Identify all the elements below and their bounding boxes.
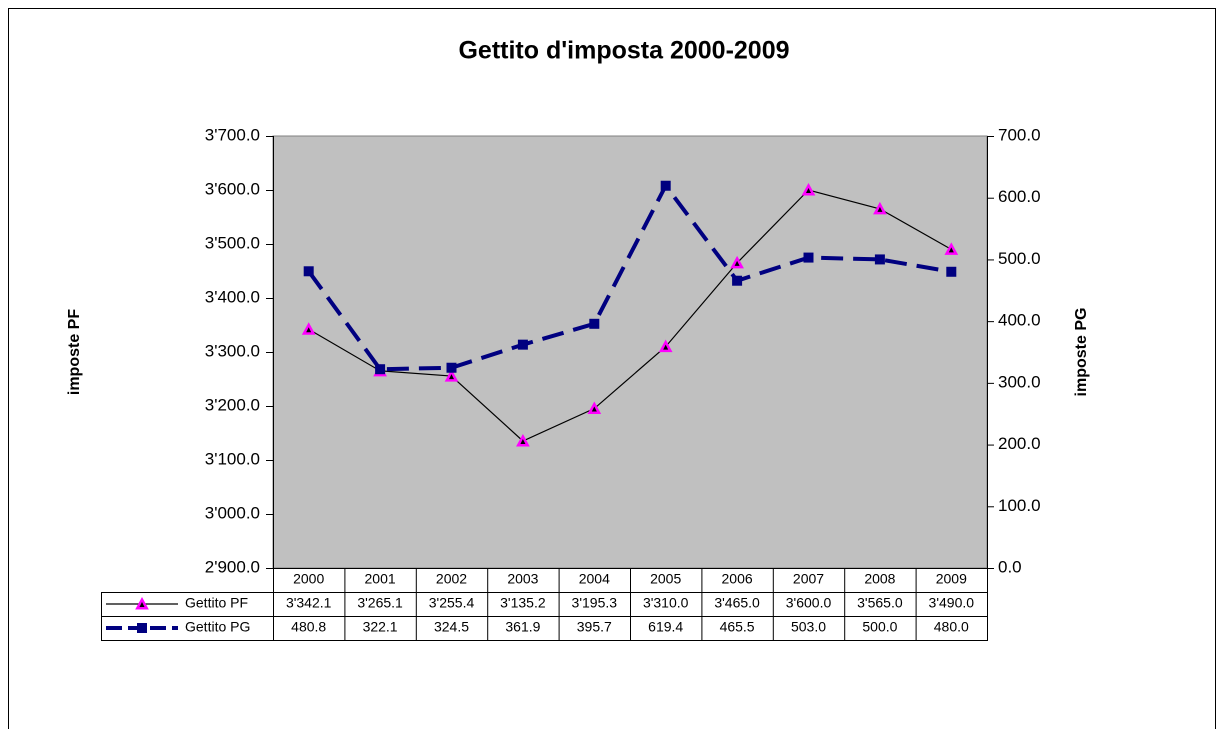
marker-center	[663, 344, 669, 350]
point-marker	[303, 266, 314, 277]
chart-title: Gettito d'imposta 2000-2009	[458, 37, 789, 65]
point-marker	[874, 254, 885, 265]
point-marker	[732, 275, 743, 286]
point-marker	[137, 623, 147, 633]
y-tick-label: 2'900.0	[205, 557, 260, 576]
y-tick-label: 3'600.0	[205, 179, 260, 198]
table-value: 3'310.0	[643, 595, 689, 611]
y2-tick-label: 300.0	[998, 372, 1041, 391]
table-value: 3'465.0	[714, 595, 760, 611]
x-category-label: 2007	[793, 571, 824, 587]
y2-tick-label: 700.0	[998, 125, 1041, 144]
chart-border	[8, 8, 1216, 729]
point-marker	[803, 252, 814, 263]
table-value: 324.5	[434, 619, 469, 635]
y-tick-label: 3'500.0	[205, 233, 260, 252]
table-value: 3'195.3	[572, 595, 618, 611]
point-marker	[446, 362, 457, 373]
marker-center	[591, 406, 597, 412]
point-marker	[589, 318, 600, 329]
table-value: 3'265.1	[357, 595, 403, 611]
table-value: 3'135.2	[500, 595, 546, 611]
series-line	[308, 189, 952, 442]
x-category-label: 2005	[650, 571, 681, 587]
y-tick-label: 3'300.0	[205, 341, 260, 360]
table-value: 480.8	[291, 619, 326, 635]
plot-area	[272, 135, 988, 569]
x-category-label: 2001	[365, 571, 396, 587]
table-value: 395.7	[577, 619, 612, 635]
point-marker	[946, 266, 957, 277]
table-value: 3'255.4	[429, 595, 475, 611]
x-category-label: 2000	[293, 571, 324, 587]
series-line	[307, 181, 952, 372]
y-tick-label: 3'200.0	[205, 395, 260, 414]
y2-tick-label: 400.0	[998, 311, 1041, 330]
marker-center	[449, 374, 454, 380]
y-tick-label: 3'100.0	[205, 449, 260, 468]
marker-center	[877, 206, 883, 212]
x-category-label: 2003	[507, 571, 538, 587]
table-value: 465.5	[720, 619, 755, 635]
point-marker	[660, 180, 671, 191]
point-marker	[375, 364, 386, 375]
table-value: 361.9	[505, 619, 540, 635]
marker-center	[806, 188, 811, 193]
table-value: 3'565.0	[857, 595, 903, 611]
legend-label: Gettito PF	[185, 595, 248, 611]
table-value: 500.0	[862, 619, 897, 635]
y2-tick-label: 100.0	[998, 496, 1041, 515]
y2-axis-title: imposte PG	[1073, 308, 1090, 397]
marker-center	[139, 602, 145, 607]
x-category-label: 2004	[579, 571, 610, 587]
y2-tick-label: 0.0	[998, 557, 1022, 576]
legend-label: Gettito PG	[185, 619, 250, 635]
table-value: 3'490.0	[929, 595, 975, 611]
point-marker	[517, 339, 528, 350]
table-value: 619.4	[648, 619, 683, 635]
x-category-label: 2009	[936, 571, 967, 587]
x-category-label: 2008	[864, 571, 895, 587]
table-value: 480.0	[934, 619, 969, 635]
table-value: 3'600.0	[786, 595, 832, 611]
table-value: 3'342.1	[286, 595, 332, 611]
marker-center	[948, 247, 954, 253]
y2-tick-label: 600.0	[998, 187, 1041, 206]
y-tick-label: 3'000.0	[205, 503, 260, 522]
y2-tick-label: 200.0	[998, 434, 1041, 453]
marker-center	[520, 438, 526, 444]
y-tick-label: 3'400.0	[205, 287, 260, 306]
y-tick-label: 3'700.0	[205, 125, 260, 144]
table-value: 322.1	[363, 619, 398, 635]
marker-center	[306, 327, 312, 333]
y-axis-title: imposte PF	[66, 309, 83, 395]
x-category-label: 2006	[722, 571, 753, 587]
marker-center	[734, 260, 740, 266]
table-value: 503.0	[791, 619, 826, 635]
y2-tick-label: 500.0	[998, 249, 1041, 268]
x-category-label: 2002	[436, 571, 467, 587]
